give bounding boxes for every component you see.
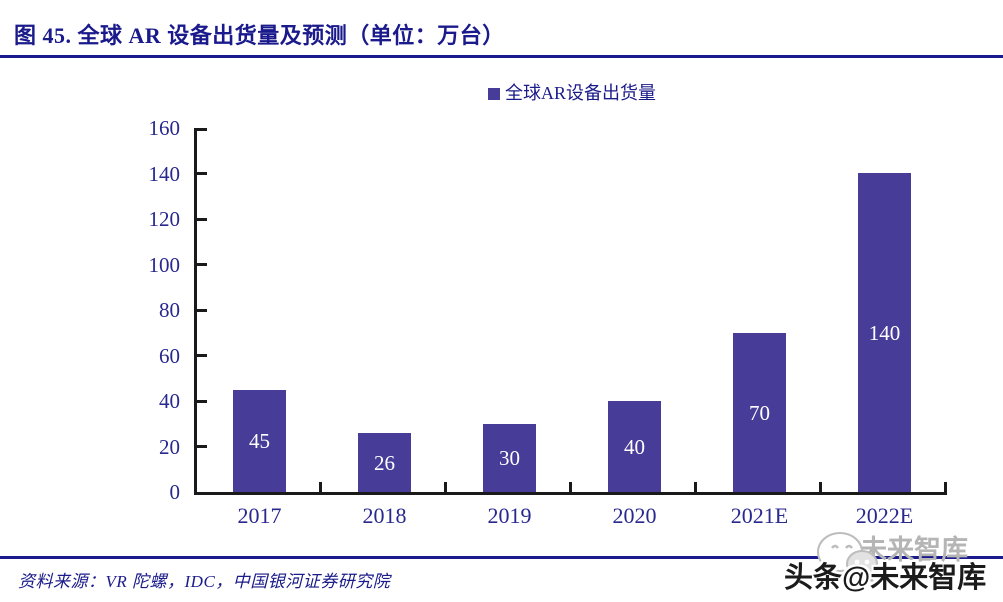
bar-2022E — [858, 173, 911, 492]
watermark: 未来智库 头条@未来智库 — [782, 522, 1003, 602]
y-tick-mark — [197, 217, 207, 221]
x-tick-mark — [819, 482, 822, 492]
x-category-label: 2019 — [487, 503, 532, 528]
bar-2019 — [483, 424, 536, 492]
y-tick-mark — [197, 445, 207, 448]
watermark-main-text: 头条@未来智库 — [784, 562, 987, 594]
y-tick-mark — [197, 308, 207, 312]
y-tick-mark — [197, 172, 207, 175]
x-axis-line — [194, 492, 947, 495]
y-tick-mark — [197, 128, 207, 131]
y-tick-label: 0 — [169, 480, 181, 504]
x-category-label: 2018 — [362, 503, 407, 528]
chat-bubbles-icon — [817, 532, 878, 583]
x-tick-mark — [319, 482, 322, 492]
y-tick-label: 40 — [159, 389, 180, 413]
bar-value-label: 70 — [749, 400, 770, 425]
y-tick-label: 120 — [148, 207, 181, 231]
bar-2018 — [358, 433, 411, 492]
bar-value-label: 140 — [868, 320, 901, 345]
bar-2021E — [733, 333, 786, 492]
x-tick-mark — [444, 482, 447, 492]
y-tick-mark — [197, 354, 207, 357]
bar-value-label: 26 — [374, 450, 395, 475]
y-tick-label: 100 — [148, 252, 181, 277]
y-tick-label: 60 — [159, 343, 180, 368]
title-divider-line — [0, 55, 1003, 58]
bar-value-label: 45 — [249, 429, 270, 453]
footer-divider-line — [0, 556, 1003, 559]
x-category-label: 2017 — [237, 503, 282, 528]
y-tick-label: 140 — [148, 161, 181, 186]
y-tick-label: 160 — [148, 116, 181, 140]
x-category-label: 2022E — [855, 503, 914, 528]
legend-label: 全球AR设备出货量 — [504, 83, 656, 103]
bar-2020 — [608, 401, 661, 492]
watermark-ghost-text: 未来智库 — [860, 535, 968, 565]
x-category-label: 2021E — [730, 503, 789, 528]
x-category-label: 2020 — [612, 503, 657, 528]
bar-value-label: 40 — [624, 434, 645, 459]
x-tick-mark — [569, 482, 572, 492]
x-tick-mark — [694, 482, 697, 492]
x-tick-mark — [944, 482, 947, 492]
y-tick-mark — [197, 399, 207, 403]
y-axis-line — [194, 128, 197, 495]
y-tick-mark — [197, 263, 207, 266]
legend-marker-swatch — [487, 88, 500, 100]
bar-value-label: 30 — [499, 446, 520, 470]
y-tick-label: 80 — [159, 298, 180, 322]
y-tick-label: 20 — [159, 434, 180, 459]
bar-2017 — [233, 390, 286, 492]
figure-title: 图 45. 全球 AR 设备出货量及预测（单位：万台） — [14, 23, 505, 48]
chart-legend: 全球AR设备出货量 — [197, 79, 947, 105]
source-note: 资料来源：VR 陀螺，IDC，中国银河证券研究院 — [18, 572, 391, 591]
